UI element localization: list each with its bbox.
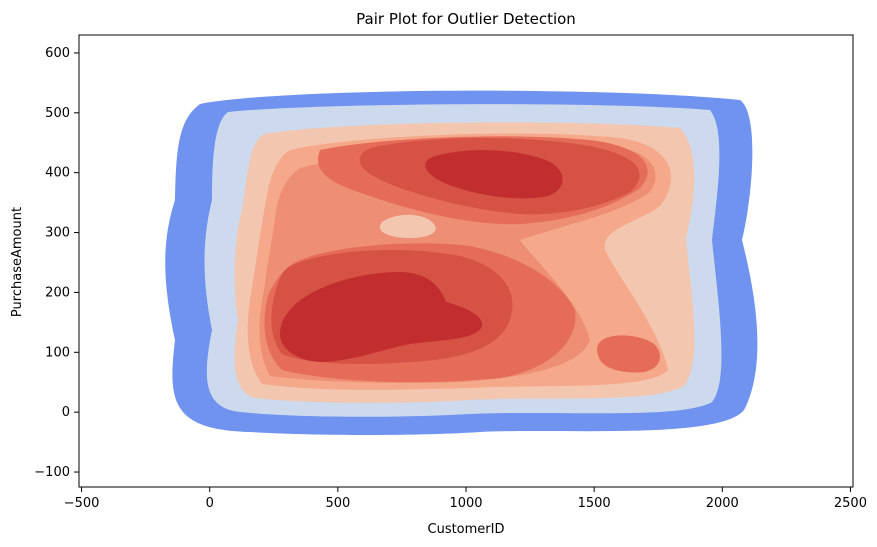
contour-hole xyxy=(379,214,436,238)
contour-level-8 xyxy=(280,150,563,362)
y-tick-label: 0 xyxy=(62,405,70,420)
x-tick-label: 0 xyxy=(206,496,214,511)
y-tick-label: 300 xyxy=(45,226,70,241)
y-tick-label: 100 xyxy=(45,345,70,360)
x-axis-ticks: −500 0 500 1000 1500 2000 2500 xyxy=(64,487,867,511)
chart-title: Pair Plot for Outlier Detection xyxy=(356,10,576,28)
y-tick-label: 400 xyxy=(45,166,70,181)
y-axis-label: PurchaseAmount xyxy=(10,207,25,317)
y-axis-ticks: −100 0 100 200 300 400 500 600 xyxy=(34,46,79,480)
kde-contour-fills xyxy=(165,90,758,435)
y-tick-label: 600 xyxy=(45,46,70,61)
x-axis-label: CustomerID xyxy=(428,522,505,537)
contour-small-peak xyxy=(597,335,660,373)
x-tick-label: 1000 xyxy=(449,496,482,511)
y-tick-label: 500 xyxy=(45,106,70,121)
y-tick-label: 200 xyxy=(45,285,70,300)
x-tick-label: −500 xyxy=(64,496,100,511)
x-tick-label: 2500 xyxy=(834,496,867,511)
x-tick-label: 1500 xyxy=(578,496,611,511)
x-tick-label: 2000 xyxy=(706,496,739,511)
y-tick-label: −100 xyxy=(34,465,70,480)
x-tick-label: 500 xyxy=(325,496,350,511)
